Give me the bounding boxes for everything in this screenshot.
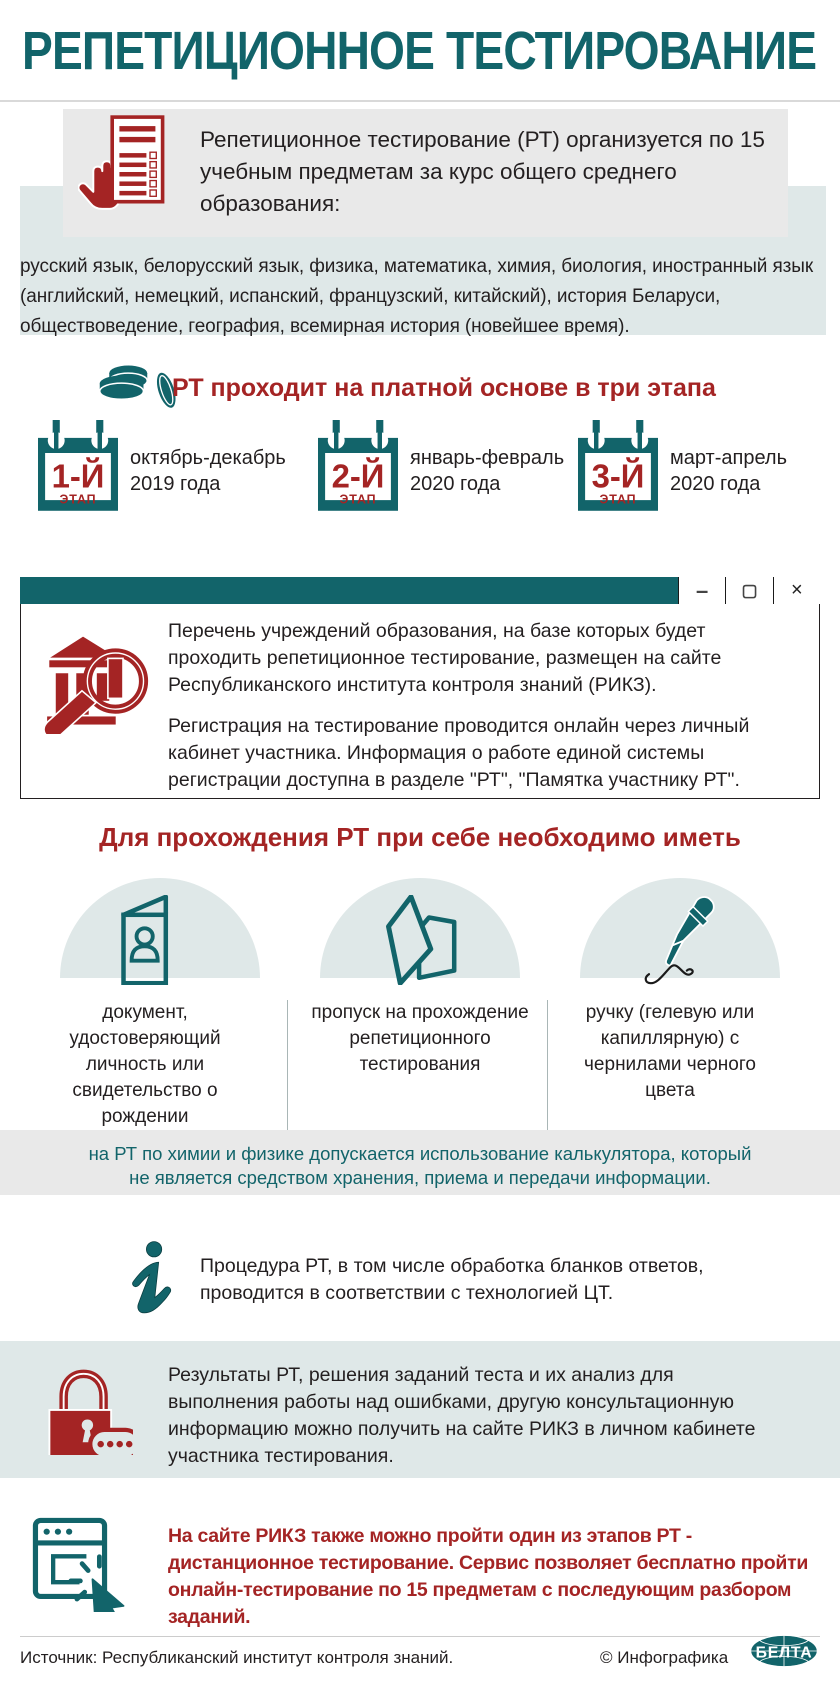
svg-text:3-Й: 3-Й — [592, 457, 645, 495]
svg-text:2-Й: 2-Й — [332, 457, 385, 495]
svg-text:1-Й: 1-Й — [52, 457, 105, 495]
svg-text:ЭТАП: ЭТАП — [60, 493, 97, 507]
svg-text:ЭТАП: ЭТАП — [340, 493, 377, 507]
svg-text:ЭТАП: ЭТАП — [600, 493, 637, 507]
svg-text:БЕЛТА: БЕЛТА — [756, 1644, 813, 1661]
